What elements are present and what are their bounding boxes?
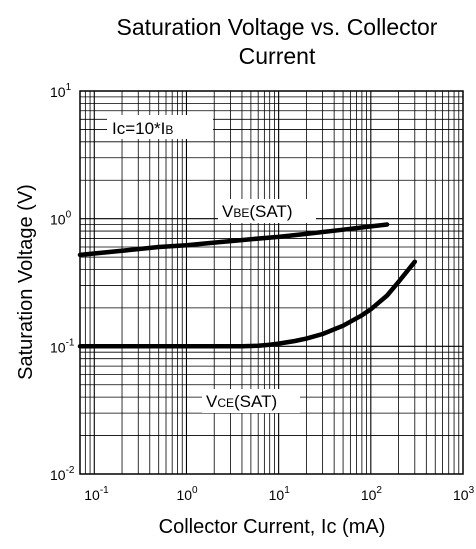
chart-title-line1: Saturation Voltage vs. Collector — [117, 14, 438, 40]
chart-title-line2: Current — [239, 43, 316, 69]
y-axis-label: Saturation Voltage (V) — [15, 184, 37, 380]
condition-annotation: Ic=10*IB — [107, 115, 213, 139]
y-tick-label: 10-1 — [50, 337, 75, 355]
vbe-label-text: VBE(SAT) — [222, 202, 292, 221]
vce-label-text: VCE(SAT) — [206, 392, 277, 411]
series-line-be-sat — [77, 222, 390, 258]
y-tick-label: 10-2 — [50, 465, 75, 483]
y-tick-label: 101 — [50, 82, 72, 100]
vce-label-bg — [202, 389, 300, 413]
x-tick-label: 101 — [269, 485, 291, 503]
series-line-ce-sat — [77, 259, 418, 349]
x-tick-labels: 10-1 100 101 102 103 — [84, 485, 474, 503]
condition-bg — [107, 115, 213, 139]
condition-text: Ic=10*IB — [112, 119, 173, 138]
y-tick-label: 100 — [50, 210, 72, 228]
vce-label: VCE(SAT) — [202, 389, 300, 413]
x-tick-label: 10-1 — [84, 485, 109, 503]
vbe-label: VBE(SAT) — [218, 199, 316, 223]
series-lines — [77, 222, 418, 349]
grid — [80, 91, 463, 474]
x-tick-label: 103 — [453, 485, 475, 503]
x-axis-label: Collector Current, Ic (mA) — [159, 516, 386, 538]
x-tick-label: 102 — [361, 485, 383, 503]
plot-frame — [79, 90, 464, 475]
y-tick-labels: 101 100 10-1 10-2 — [50, 82, 75, 483]
x-tick-label: 100 — [176, 485, 198, 503]
vbe-label-bg — [218, 199, 316, 223]
